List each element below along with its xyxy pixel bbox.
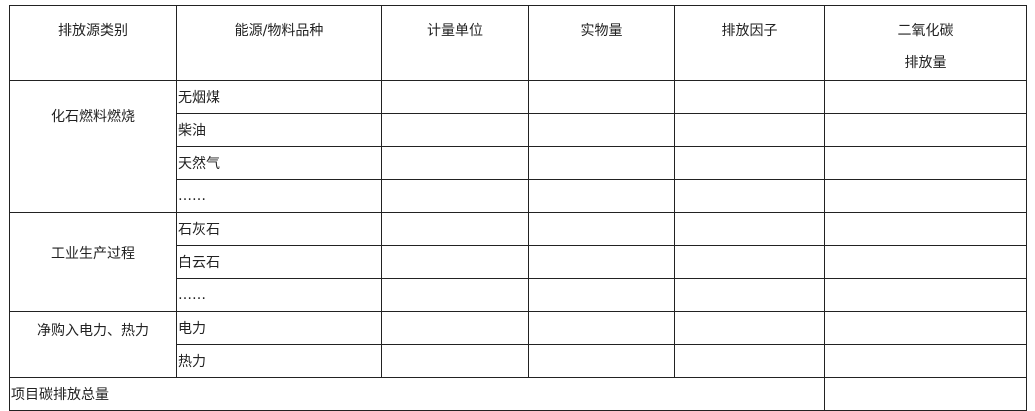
table-row: 工业生产过程 石灰石 <box>9 212 1027 312</box>
group-label: 净购入电力、热力 <box>9 311 177 378</box>
header-quantity: 实物量 <box>528 5 675 81</box>
material-cell: …… <box>176 278 382 312</box>
factor-cell[interactable] <box>674 212 825 246</box>
quantity-cell[interactable] <box>528 245 675 279</box>
factor-cell[interactable] <box>674 80 825 114</box>
unit-cell[interactable] <box>381 245 529 279</box>
emission-cell[interactable] <box>824 146 1027 180</box>
table-row: 化石燃料燃烧 无烟煤 <box>9 80 1027 213</box>
material-cell: 天然气 <box>176 146 382 180</box>
unit-cell[interactable] <box>381 311 529 345</box>
group-label: 化石燃料燃烧 <box>9 80 177 213</box>
quantity-cell[interactable] <box>528 113 675 147</box>
header-emission-factor: 排放因子 <box>674 5 825 81</box>
header-material: 能源/物料品种 <box>176 5 382 81</box>
quantity-cell[interactable] <box>528 311 675 345</box>
emission-cell[interactable] <box>824 311 1027 345</box>
unit-cell[interactable] <box>381 179 529 213</box>
factor-cell[interactable] <box>674 278 825 312</box>
emission-cell[interactable] <box>824 344 1027 378</box>
material-cell: 电力 <box>176 311 382 345</box>
header-source-category: 排放源类别 <box>9 5 177 81</box>
factor-cell[interactable] <box>674 344 825 378</box>
factor-cell[interactable] <box>674 245 825 279</box>
quantity-cell[interactable] <box>528 278 675 312</box>
material-cell: …… <box>176 179 382 213</box>
header-co2-emission: 二氧化碳 排放量 <box>824 5 1027 81</box>
material-cell: 柴油 <box>176 113 382 147</box>
factor-cell[interactable] <box>674 113 825 147</box>
header-unit: 计量单位 <box>381 5 529 81</box>
group-label: 工业生产过程 <box>9 212 177 312</box>
table-row: …… <box>10 278 1027 312</box>
emission-cell[interactable] <box>824 113 1027 147</box>
unit-cell[interactable] <box>381 113 529 147</box>
material-cell: 无烟煤 <box>176 80 382 114</box>
total-emission-cell[interactable] <box>824 377 1027 411</box>
emission-cell[interactable] <box>824 80 1027 114</box>
unit-cell[interactable] <box>381 212 529 246</box>
table-row: 净购入电力、热力 电力 <box>9 311 1027 378</box>
emission-cell[interactable] <box>824 212 1027 246</box>
factor-cell[interactable] <box>674 311 825 345</box>
quantity-cell[interactable] <box>528 80 675 114</box>
quantity-cell[interactable] <box>528 212 675 246</box>
material-cell: 热力 <box>176 344 382 378</box>
quantity-cell[interactable] <box>528 344 675 378</box>
unit-cell[interactable] <box>381 344 529 378</box>
carbon-emission-table: 排放源类别 能源/物料品种 计量单位 实物量 排放因子 二氧化碳 排放量 化石燃料… <box>9 5 1027 411</box>
unit-cell[interactable] <box>381 146 529 180</box>
unit-cell[interactable] <box>381 80 529 114</box>
material-cell: 白云石 <box>176 245 382 279</box>
table-row: 白云石 <box>10 245 1027 279</box>
quantity-cell[interactable] <box>528 179 675 213</box>
unit-cell[interactable] <box>381 278 529 312</box>
header-row: 排放源类别 能源/物料品种 计量单位 实物量 排放因子 二氧化碳 排放量 <box>9 5 1027 81</box>
material-cell: 石灰石 <box>176 212 382 246</box>
factor-cell[interactable] <box>674 146 825 180</box>
quantity-cell[interactable] <box>528 146 675 180</box>
table-row: …… <box>10 179 1027 213</box>
factor-cell[interactable] <box>674 179 825 213</box>
emission-cell[interactable] <box>824 278 1027 312</box>
emission-cell[interactable] <box>824 179 1027 213</box>
emission-cell[interactable] <box>824 245 1027 279</box>
